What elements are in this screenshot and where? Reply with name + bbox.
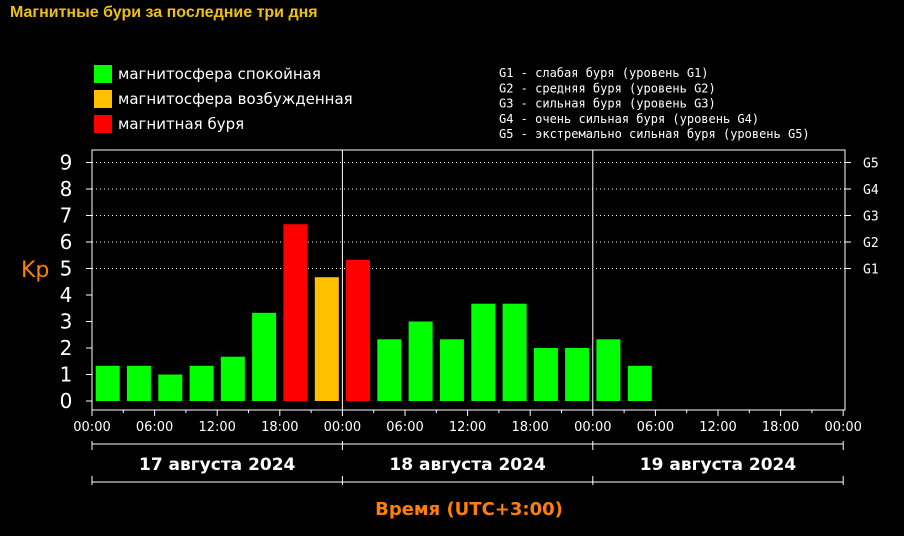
y-tick-label: 0 — [60, 389, 73, 413]
legend-label: магнитосфера спокойная — [118, 65, 321, 83]
bar — [502, 303, 527, 401]
bar — [565, 348, 590, 401]
bar — [314, 277, 339, 401]
day-label: 18 августа 2024 — [389, 455, 546, 475]
bar — [471, 303, 496, 401]
bar — [439, 339, 464, 401]
bar — [283, 224, 308, 401]
x-tick-label: 06:00 — [136, 420, 173, 435]
x-tick-label: 18:00 — [762, 420, 799, 435]
x-axis-title: Время (UTC+3:00) — [375, 499, 563, 520]
x-tick-label: 12:00 — [699, 420, 736, 435]
bar — [126, 365, 151, 401]
y-tick-label: 8 — [60, 177, 73, 201]
g-scale-entry: G2 - средняя буря (уровень G2) — [499, 81, 716, 95]
x-tick-label: 06:00 — [386, 420, 423, 435]
g-tick-label: G1 — [863, 263, 879, 278]
legend-label: магнитосфера возбужденная — [118, 90, 353, 108]
g-tick-label: G4 — [863, 183, 879, 198]
bar — [252, 312, 277, 401]
x-tick-label: 00:00 — [574, 420, 611, 435]
x-tick-label: 00:00 — [324, 420, 361, 435]
day-label: 19 августа 2024 — [640, 455, 797, 475]
day-label: 17 августа 2024 — [139, 455, 296, 475]
g-tick-label: G2 — [863, 236, 879, 251]
legend-label: магнитная буря — [118, 115, 244, 133]
y-tick-label: 2 — [60, 336, 73, 360]
bar — [377, 339, 402, 401]
bar — [220, 356, 245, 401]
x-tick-label: 06:00 — [637, 420, 674, 435]
y-axis-title: Kp — [21, 258, 49, 283]
legend-swatch — [94, 90, 112, 108]
g-tick-label: G5 — [863, 157, 879, 172]
y-tick-label: 6 — [60, 230, 73, 254]
y-tick-label: 1 — [60, 363, 73, 387]
g-scale-entry: G5 - экстремально сильная буря (уровень … — [499, 127, 810, 141]
x-tick-label: 18:00 — [261, 420, 298, 435]
legend-swatch — [94, 65, 112, 83]
y-tick-label: 3 — [60, 310, 73, 334]
legend-swatch — [94, 115, 112, 133]
g-tick-label: G3 — [863, 210, 879, 225]
g-scale-entry: G1 - слабая буря (уровень G1) — [499, 66, 709, 80]
bar — [533, 348, 558, 401]
page-title: Магнитные бури за последние три дня — [10, 4, 318, 21]
bar — [95, 365, 120, 401]
bar — [158, 374, 183, 401]
x-tick-label: 00:00 — [73, 420, 110, 435]
bar — [346, 259, 370, 401]
bar — [189, 365, 214, 401]
bar — [627, 365, 652, 401]
x-tick-label: 12:00 — [449, 420, 486, 435]
bar — [596, 339, 621, 401]
g-scale-entry: G4 - очень сильная буря (уровень G4) — [499, 112, 759, 126]
x-tick-label: 12:00 — [198, 420, 235, 435]
y-tick-label: 7 — [60, 204, 73, 228]
x-tick-label: 00:00 — [824, 420, 861, 435]
bar — [408, 321, 433, 401]
g-scale-entry: G3 - сильная буря (уровень G3) — [499, 97, 716, 111]
plot-frame — [91, 149, 846, 411]
y-tick-label: 4 — [60, 283, 73, 307]
x-tick-label: 18:00 — [511, 420, 548, 435]
y-tick-label: 5 — [60, 257, 73, 281]
y-tick-label: 9 — [60, 151, 73, 175]
